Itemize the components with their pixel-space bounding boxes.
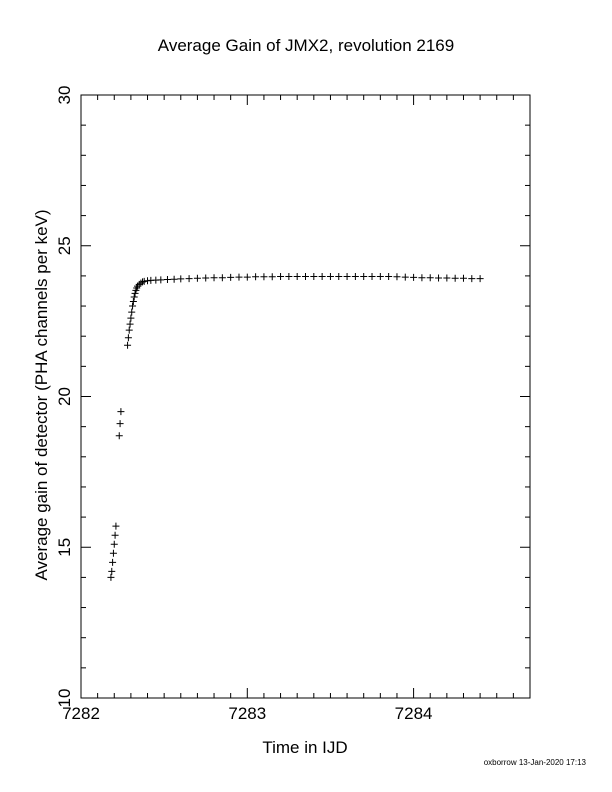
data-point: [140, 277, 148, 285]
data-point: [368, 273, 376, 281]
data-point: [335, 273, 343, 281]
data-point: [133, 284, 141, 292]
data-point: [124, 341, 132, 349]
y-tick-label: 30: [55, 86, 74, 105]
data-point: [110, 540, 118, 548]
data-point: [218, 274, 226, 282]
data-point: [170, 275, 178, 283]
data-point: [116, 420, 124, 428]
data-point: [302, 273, 309, 281]
data-point: [293, 273, 301, 281]
data-point: [318, 273, 326, 281]
data-point: [126, 320, 134, 328]
data-point: [385, 273, 393, 281]
data-point: [127, 314, 135, 322]
x-tick-label: 7283: [228, 704, 266, 723]
chart-title: Average Gain of JMX2, revolution 2169: [157, 36, 455, 55]
data-point: [285, 273, 293, 281]
data-point: [268, 273, 276, 281]
data-point: [310, 273, 318, 281]
data-point: [252, 273, 260, 281]
data-point: [235, 273, 243, 281]
data-point: [128, 308, 136, 316]
data-point: [109, 549, 117, 557]
data-point: [443, 274, 451, 282]
data-point: [193, 274, 201, 282]
y-tick-label: 10: [55, 689, 74, 708]
data-point: [117, 408, 125, 416]
axis-ticks: [80, 94, 531, 699]
data-point: [227, 273, 235, 281]
data-point: [459, 274, 467, 282]
data-point: [185, 275, 193, 283]
data-point: [163, 276, 171, 284]
data-point: [107, 573, 115, 581]
data-point: [112, 522, 120, 530]
data-point: [139, 278, 147, 286]
data-point: [326, 273, 334, 281]
data-point: [277, 273, 285, 281]
data-point: [468, 275, 476, 283]
y-tick-label: 15: [55, 538, 74, 557]
data-point: [202, 274, 210, 282]
data-point: [108, 567, 116, 575]
data-point: [125, 326, 133, 334]
data-point: [243, 273, 251, 281]
data-point: [451, 274, 459, 282]
data-point: [124, 334, 132, 342]
data-point: [131, 289, 139, 297]
data-point: [177, 275, 185, 283]
data-point: [260, 273, 268, 281]
x-tick-label: 7282: [62, 704, 100, 723]
data-point: [115, 432, 123, 440]
data-point: [157, 276, 165, 284]
data-point: [360, 273, 368, 281]
data-point: [351, 273, 359, 281]
data-point: [393, 273, 401, 281]
data-point: [476, 275, 484, 283]
x-tick-label: 7284: [395, 704, 433, 723]
y-tick-label: 25: [55, 236, 74, 255]
data-point: [111, 531, 119, 539]
data-point: [435, 274, 443, 282]
plot-frame: [80, 94, 531, 699]
data-point: [376, 273, 384, 281]
data-point: [343, 273, 351, 281]
axis-tick-labels: 10 15 20 25 30 7282 7283 7284: [55, 86, 433, 723]
data-point: [137, 279, 145, 287]
data-point: [130, 293, 138, 301]
data-point: [418, 274, 426, 282]
data-points: [107, 273, 484, 581]
data-point: [426, 274, 434, 282]
y-tick-label: 20: [55, 387, 74, 406]
data-point: [210, 274, 218, 282]
data-point: [401, 273, 409, 281]
y-axis-label: Average gain of detector (PHA channels p…: [32, 209, 51, 581]
data-point: [134, 282, 142, 290]
data-point: [129, 298, 137, 306]
data-point: [129, 302, 137, 310]
x-axis-label: Time in IJD: [262, 738, 348, 757]
data-point: [410, 273, 418, 281]
data-point: [109, 558, 117, 566]
footer-stamp: oxborrow 13-Jan-2020 17:13: [483, 758, 586, 767]
